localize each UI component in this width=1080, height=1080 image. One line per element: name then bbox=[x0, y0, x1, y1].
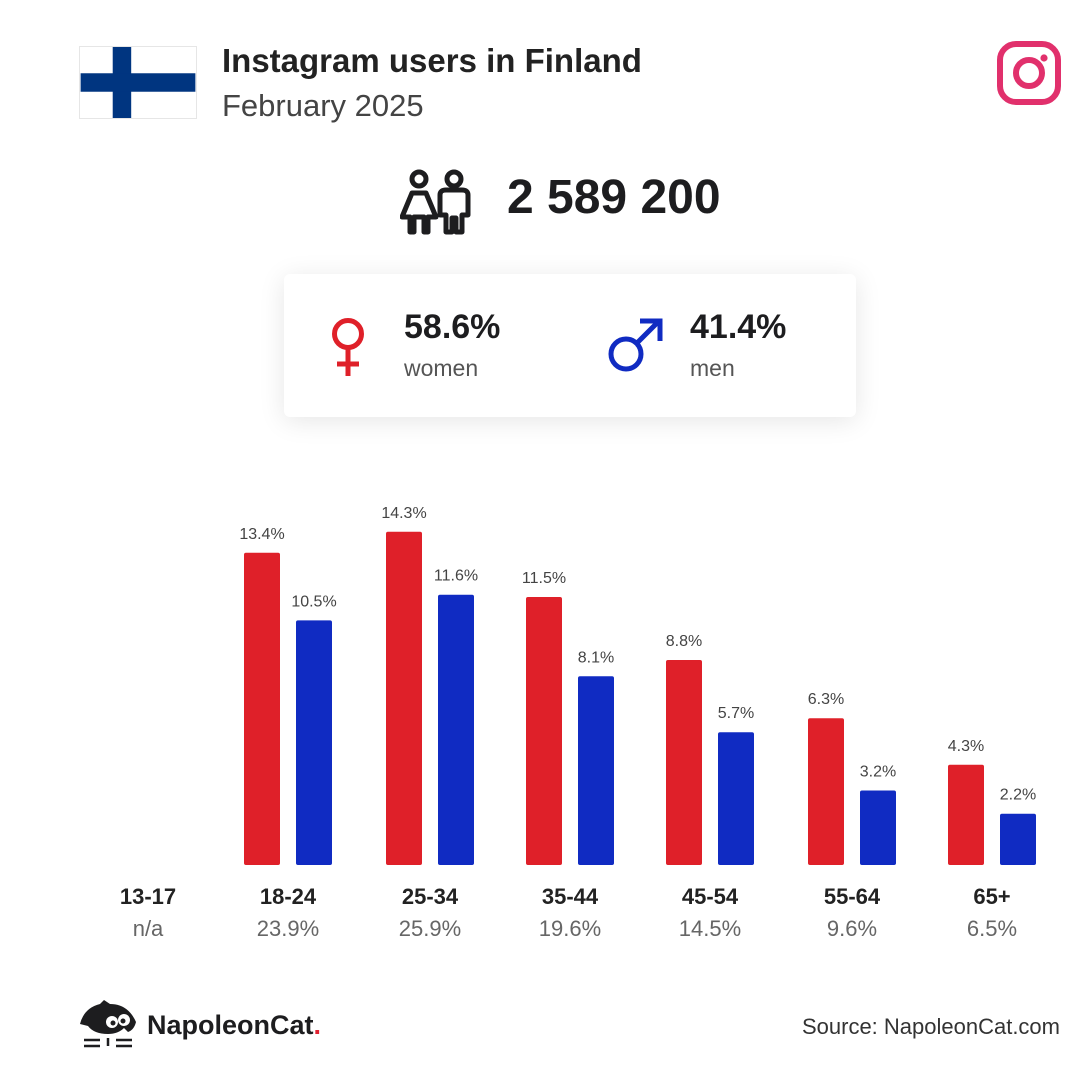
age-group-45-54: 45-54 14.5% bbox=[640, 884, 780, 942]
bar-men-45-54 bbox=[718, 732, 754, 865]
napoleoncat-brand: NapoleonCat. bbox=[147, 1010, 322, 1040]
source-note: Source: NapoleonCat.com bbox=[801, 1014, 1060, 1039]
page-subtitle: February 2025 bbox=[222, 88, 424, 123]
age-group-share: 19.6% bbox=[538, 916, 602, 941]
age-group-share: 14.5% bbox=[678, 916, 742, 941]
data-label-men-55-64: 3.2% bbox=[860, 763, 896, 780]
age-group-13-17: 13-17 n/a bbox=[78, 884, 218, 942]
total-users: 2 589 200 bbox=[507, 171, 721, 224]
data-label-men-18-24: 10.5% bbox=[291, 593, 336, 610]
age-group-65+: 65+ 6.5% bbox=[922, 884, 1062, 942]
bar-women-25-34 bbox=[386, 531, 422, 865]
age-group-25-34: 25-34 25.9% bbox=[360, 884, 500, 942]
bar-women-35-44 bbox=[526, 597, 562, 865]
bar-women-55-64 bbox=[808, 718, 844, 865]
bar-women-65+ bbox=[948, 764, 984, 865]
bar-men-18-24 bbox=[296, 620, 332, 865]
age-group-share: 25.9% bbox=[398, 916, 462, 941]
age-group-label: 25-34 bbox=[401, 884, 459, 909]
instagram-icon bbox=[997, 41, 1061, 105]
data-label-women-25-34: 14.3% bbox=[381, 505, 426, 522]
data-label-women-18-24: 13.4% bbox=[239, 526, 284, 543]
data-label-women-55-64: 6.3% bbox=[808, 691, 844, 708]
bar-men-35-44 bbox=[578, 676, 614, 865]
age-group-label: 35-44 bbox=[541, 884, 599, 909]
male-symbol-icon bbox=[608, 318, 663, 372]
age-group-label: 18-24 bbox=[259, 884, 317, 909]
age-group-label: 65+ bbox=[973, 884, 1011, 909]
women-percent: 58.6% bbox=[404, 308, 501, 346]
finland-flag-icon bbox=[79, 46, 197, 119]
bar-women-18-24 bbox=[244, 552, 280, 865]
age-group-55-64: 55-64 9.6% bbox=[782, 884, 922, 942]
age-group-18-24: 18-24 23.9% bbox=[218, 884, 358, 942]
data-label-men-35-44: 8.1% bbox=[578, 649, 614, 666]
data-label-women-45-54: 8.8% bbox=[666, 633, 702, 650]
age-group-share: 23.9% bbox=[256, 916, 320, 941]
page-title: Instagram users in Finland bbox=[222, 42, 642, 79]
bar-men-65+ bbox=[1000, 813, 1036, 865]
age-group-share: 6.5% bbox=[966, 916, 1018, 941]
napoleoncat-logo-icon bbox=[80, 1000, 136, 1048]
men-percent: 41.4% bbox=[690, 308, 787, 346]
bar-men-25-34 bbox=[438, 594, 474, 865]
data-label-women-65+: 4.3% bbox=[948, 738, 984, 755]
age-group-35-44: 35-44 19.6% bbox=[500, 884, 640, 942]
age-gender-bar-chart: 13.4% 10.5% 14.3% 11.6% 11.5% 8.1% 8.8% 5.7% 6.3… bbox=[239, 505, 1036, 865]
users-icon bbox=[400, 169, 471, 235]
data-label-women-35-44: 11.5% bbox=[522, 570, 566, 587]
data-label-men-65+: 2.2% bbox=[1000, 787, 1036, 804]
women-label: women bbox=[404, 355, 479, 381]
gender-card: 58.6% women 41.4% men bbox=[284, 274, 856, 417]
data-label-men-25-34: 11.6% bbox=[434, 568, 478, 585]
age-group-label: 13-17 bbox=[119, 884, 177, 909]
age-group-share: n/a bbox=[132, 916, 164, 941]
men-label: men bbox=[690, 355, 735, 381]
bar-women-45-54 bbox=[666, 659, 702, 865]
data-label-men-45-54: 5.7% bbox=[718, 705, 754, 722]
age-group-share: 9.6% bbox=[826, 916, 878, 941]
bar-men-55-64 bbox=[860, 790, 896, 865]
age-group-label: 55-64 bbox=[823, 884, 881, 909]
age-group-label: 45-54 bbox=[681, 884, 739, 909]
female-symbol-icon bbox=[332, 318, 364, 376]
